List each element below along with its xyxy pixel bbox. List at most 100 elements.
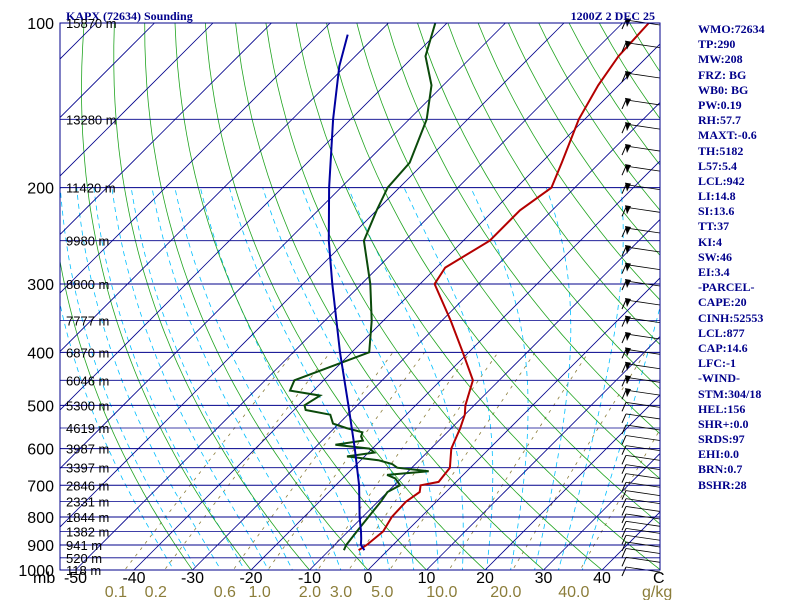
mixing-ratio-unit-label: g/kg <box>642 584 672 600</box>
mixing-ratio-tick-label: 0.6 <box>214 584 236 600</box>
sounding-index-item: LCL:877 <box>698 325 745 340</box>
isotherm-line <box>60 23 506 470</box>
mixing-ratio-line <box>389 352 536 570</box>
wind-barb-pennant <box>625 97 631 107</box>
sounding-index-item: STM:304/18 <box>698 386 762 401</box>
sounding-indices-list: WMO:72634 TP:290 MW:208 FRZ: BG WB0: BG PW:0.… <box>698 22 765 493</box>
wind-barb <box>625 506 661 512</box>
wind-barb-pennant <box>625 205 631 215</box>
wind-barb-flag <box>621 280 627 291</box>
isotherm-line <box>60 23 565 528</box>
wind-barb-flag <box>621 19 627 30</box>
wind-barb-pennant <box>625 347 631 357</box>
wind-barb <box>625 184 661 191</box>
wind-barb-flag <box>621 377 627 387</box>
wind-barb <box>625 227 661 234</box>
height-label: 13280 m <box>66 112 117 127</box>
wind-barb-pennant <box>625 182 631 192</box>
wind-barb-flag <box>621 424 627 435</box>
height-label: 118 m <box>66 563 101 578</box>
sounding-index-item: WMO:72634 <box>698 22 765 36</box>
isotherm-line <box>60 23 389 353</box>
wind-barb-pennant <box>625 122 631 132</box>
wind-barb-flag <box>621 473 627 483</box>
wind-barb-pennant <box>625 71 631 81</box>
isotherm-line <box>192 101 660 570</box>
sounding-index-item: LI:14.8 <box>698 189 736 204</box>
pressure-tick-labels: 100 200 300 400 500 600 700 800 900 1000 <box>18 16 54 580</box>
dry-adiabat-line <box>417 23 660 390</box>
dewpoint-line <box>288 23 437 551</box>
wind-barb <box>625 464 661 471</box>
mixing-ratio-tick-label: 20.0 <box>490 584 521 600</box>
pressure-tick-label: 600 <box>27 442 54 459</box>
dry-adiabat-line <box>477 23 660 301</box>
wind-barb <box>625 280 661 287</box>
height-label: 5300 m <box>66 398 109 413</box>
wind-barb <box>625 527 661 534</box>
wind-barb-flag <box>621 363 627 373</box>
pressure-tick-label: 500 <box>27 398 54 415</box>
wind-barb-pennant <box>625 361 631 371</box>
height-label: 520 m <box>66 551 102 566</box>
wind-barb <box>625 42 661 49</box>
height-label: 9980 m <box>66 234 109 249</box>
height-label: 2846 m <box>66 478 109 493</box>
pressure-tick-label: 200 <box>27 181 54 198</box>
pressure-tick-label: 800 <box>27 510 54 527</box>
wind-barb-flag <box>621 548 627 558</box>
dry-adiabat-line <box>781 23 800 582</box>
moist-adiabat-line <box>301 187 439 570</box>
sounding-index-item: MW:208 <box>698 52 743 67</box>
height-label: 3397 m <box>66 461 109 476</box>
wind-barb <box>625 72 661 79</box>
wind-barb-flag <box>621 123 627 134</box>
temperature-tick-label: 20 <box>476 570 494 587</box>
wind-barb-pennant <box>625 40 631 50</box>
wind-barb <box>625 401 661 408</box>
moist-adiabat-line <box>534 187 572 570</box>
wind-barb <box>625 445 661 452</box>
wind-barb-pennant <box>625 331 631 341</box>
wind-barb <box>625 413 661 420</box>
moist-adiabat-line <box>229 187 390 570</box>
wind-barb <box>625 498 661 505</box>
wind-barb <box>625 317 661 324</box>
wind-barb <box>625 389 661 396</box>
sounding-index-item: MAXT:-0.6 <box>698 128 757 143</box>
temperature-unit-label: C <box>653 570 665 587</box>
moist-adiabat-line <box>151 187 317 570</box>
wind-barb-flag <box>621 389 627 400</box>
sounding-index-item: L57:5.4 <box>698 158 737 173</box>
isotherm-line <box>60 23 331 294</box>
height-label: 11420 m <box>66 181 116 196</box>
height-label: 1844 m <box>66 510 109 525</box>
sounding-index-item: CINH:52553 <box>698 310 764 325</box>
wind-barb-pennant <box>625 244 631 254</box>
wind-barb <box>625 556 661 563</box>
height-label: 15870 m <box>66 16 117 31</box>
wind-barb-flag <box>621 557 627 567</box>
wind-barb <box>625 435 661 441</box>
sounding-index-item: SHR+:0.0 <box>698 416 749 431</box>
sounding-index-item: TH:5182 <box>698 143 744 158</box>
wind-barb <box>625 99 661 106</box>
pressure-tick-label: 300 <box>27 277 54 294</box>
dry-adiabat-line <box>174 23 428 570</box>
wind-barb <box>625 299 661 306</box>
temperature-tick-label: -40 <box>122 570 145 587</box>
wind-barb-flag <box>621 435 627 445</box>
sounding-index-item: FRZ: BG <box>698 67 747 82</box>
dry-adiabat-line <box>113 23 311 570</box>
height-label: 941 m <box>66 538 102 553</box>
wind-barb-flag <box>621 541 627 552</box>
wind-barb <box>625 481 661 488</box>
wind-barb <box>625 454 661 461</box>
isotherm-line <box>60 23 155 119</box>
moist-adiabat-line <box>262 187 415 570</box>
temperature-tick-labels: -50 -40 -30 -20 -10 0 10 20 30 40 <box>64 570 611 587</box>
temperature-tick-label: -20 <box>239 570 262 587</box>
sounding-index-item: EHI:0.0 <box>698 447 740 462</box>
mixing-ratio-tick-label: 2.0 <box>299 584 321 600</box>
